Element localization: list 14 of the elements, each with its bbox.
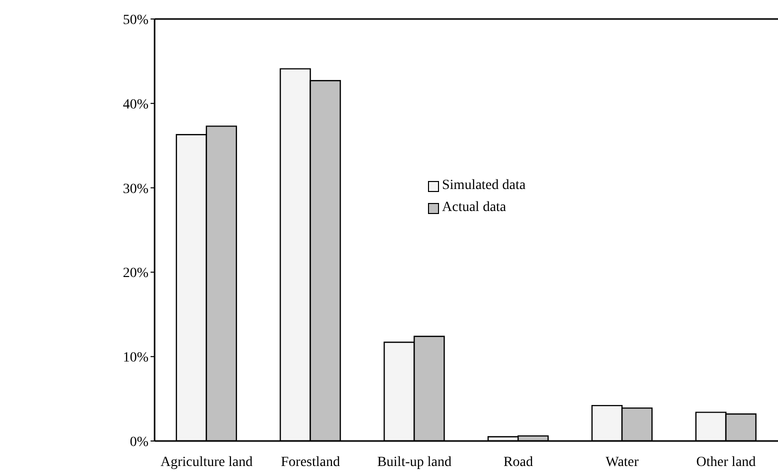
y-tick-label: 0%	[130, 434, 149, 450]
y-tick-label: 40%	[122, 97, 149, 112]
y-tick-label: 50%	[122, 12, 149, 28]
x-tick-label: Built-up land	[377, 455, 452, 470]
legend-label: Simulated data	[442, 178, 526, 194]
y-tick-label: 10%	[122, 350, 149, 366]
y-tick-label: 30%	[122, 182, 149, 197]
legend-label: Actual data	[442, 200, 506, 216]
x-tick-label: Water	[606, 455, 640, 470]
x-tick-label: Road	[503, 455, 534, 470]
y-tick-label: 20%	[122, 266, 149, 282]
x-tick-label: Forestland	[280, 455, 340, 470]
x-tick-label: Agriculture land	[160, 455, 253, 470]
x-tick-label: Other land	[696, 455, 756, 470]
